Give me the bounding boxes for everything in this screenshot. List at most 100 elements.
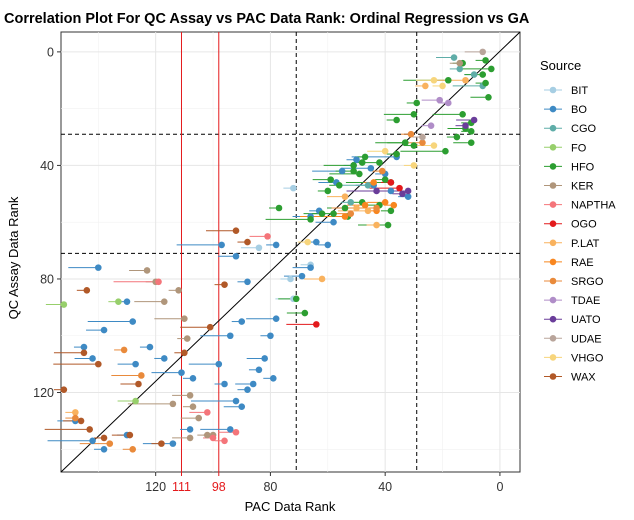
data-point — [307, 216, 314, 223]
data-point — [275, 204, 283, 212]
legend-key-point — [549, 354, 557, 361]
data-point — [404, 193, 412, 200]
data-point — [324, 187, 332, 195]
data-point — [373, 204, 380, 212]
legend-key-point — [549, 277, 557, 285]
legend-key-point — [549, 86, 557, 94]
data-point — [427, 122, 435, 129]
data-point — [356, 170, 363, 178]
data-point — [195, 414, 202, 422]
data-point — [350, 162, 357, 169]
data-point — [373, 221, 380, 229]
data-point — [327, 176, 334, 183]
data-point — [272, 241, 280, 249]
data-point — [89, 437, 96, 445]
data-point — [232, 227, 240, 235]
data-point — [462, 76, 469, 84]
data-point — [232, 252, 240, 260]
data-point — [126, 431, 134, 439]
data-point — [376, 159, 383, 166]
data-point — [401, 139, 409, 147]
legend-key-point — [549, 201, 557, 208]
data-point — [341, 213, 349, 220]
data-point — [244, 386, 251, 393]
data-point — [390, 201, 398, 209]
data-point — [298, 272, 306, 280]
data-point — [410, 162, 418, 169]
legend-item-label: UDAE — [571, 333, 602, 345]
data-points — [60, 48, 495, 453]
legend-item-label: UATO — [571, 314, 601, 326]
data-point — [373, 187, 380, 195]
legend-item-label: BIT — [571, 85, 588, 97]
legend-item-label: KER — [571, 181, 594, 193]
data-point — [255, 366, 263, 374]
data-point — [470, 116, 478, 124]
data-point — [479, 71, 487, 78]
data-point — [138, 372, 145, 379]
data-point — [232, 397, 240, 405]
data-point — [341, 204, 349, 212]
data-point — [393, 116, 400, 124]
data-point — [318, 275, 326, 283]
data-point — [450, 54, 458, 61]
data-point — [287, 275, 294, 283]
legend-item-label: SRGO — [571, 276, 604, 288]
data-point — [181, 349, 188, 357]
x-highlight-tick-label: 111 — [172, 480, 191, 494]
x-tick-label: 80 — [263, 480, 277, 494]
data-point — [422, 82, 429, 90]
data-point — [204, 409, 211, 416]
data-point — [178, 369, 185, 376]
chart-title: Correlation Plot For QC Assay vs PAC Dat… — [4, 11, 530, 27]
data-point — [384, 221, 392, 229]
legend-key-point — [549, 144, 557, 151]
data-point — [364, 207, 372, 215]
legend-key-point — [549, 220, 557, 227]
data-point — [226, 426, 234, 433]
data-point — [238, 403, 246, 411]
data-point — [330, 210, 337, 217]
data-point — [72, 409, 79, 416]
data-point — [215, 360, 223, 368]
legend-item-label: P.LAT — [571, 238, 600, 250]
data-point — [244, 238, 251, 246]
data-point — [338, 167, 346, 175]
data-point — [430, 76, 438, 84]
data-point — [106, 440, 114, 447]
data-point — [249, 380, 257, 388]
data-point — [60, 301, 68, 308]
data-point — [244, 278, 251, 286]
data-point — [155, 278, 162, 286]
legend-item-label: FO — [571, 142, 587, 154]
data-point — [132, 397, 139, 405]
data-point — [186, 426, 194, 433]
legend-key-point — [549, 258, 557, 266]
data-point — [410, 111, 418, 118]
legend-item-label: HFO — [571, 161, 595, 173]
data-point — [238, 318, 246, 325]
legend-key-point — [549, 182, 557, 189]
data-point — [226, 332, 234, 340]
data-point — [143, 267, 151, 274]
y-axis-title: QC Assay Data Rank — [6, 196, 21, 319]
data-point — [232, 428, 240, 436]
data-point — [419, 139, 426, 147]
data-point — [399, 190, 406, 198]
data-point — [169, 400, 177, 408]
data-point — [204, 431, 211, 439]
data-point — [209, 434, 217, 442]
data-point — [381, 199, 389, 206]
data-point — [353, 156, 360, 164]
data-point — [304, 238, 312, 246]
data-point — [353, 204, 360, 212]
data-point — [292, 295, 300, 303]
legend-item-label: NAPTHA — [571, 200, 616, 212]
legend-item-label: VHGO — [571, 352, 604, 364]
y-tick-label: 0 — [47, 45, 54, 59]
data-point — [341, 193, 349, 200]
data-point — [221, 437, 228, 445]
legend-title: Source — [540, 58, 581, 73]
axes: 120 80 40 0 111 98 0 40 80 120 — [33, 45, 503, 494]
data-point — [453, 133, 461, 141]
